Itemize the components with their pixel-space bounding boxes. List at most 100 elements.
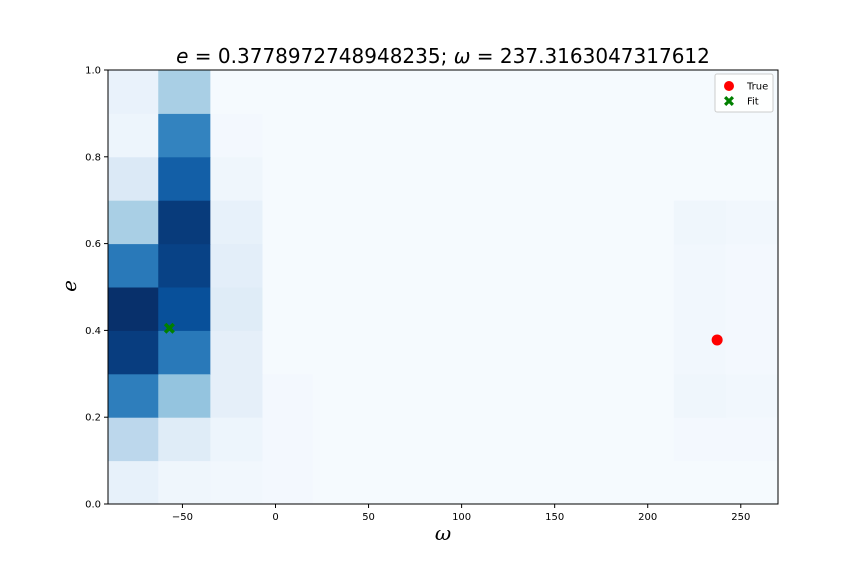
heatmap-cell — [673, 460, 727, 505]
heatmap-cell — [467, 200, 520, 245]
heatmap-cell — [158, 243, 211, 288]
heatmap-cells — [108, 70, 779, 505]
heatmap-cell — [262, 460, 314, 505]
heatmap-cell — [364, 70, 418, 114]
heatmap-cell — [364, 373, 418, 418]
y-axis-label: e — [57, 280, 81, 292]
heatmap-cell — [210, 330, 263, 375]
heatmap-cell — [262, 70, 314, 114]
heatmap-cell — [262, 113, 314, 158]
heatmap-cell — [467, 460, 520, 505]
heatmap-cell — [312, 373, 366, 418]
heatmap-cell — [158, 200, 211, 245]
heatmap-cell — [262, 156, 314, 201]
x-tick-label: 200 — [638, 512, 657, 523]
fit-point-marker — [163, 322, 175, 334]
x-tick-label: 0 — [272, 512, 278, 523]
x-axis-ticks: −50 0 50 100 150 200 250 — [172, 504, 750, 523]
heatmap-cell — [725, 460, 779, 505]
heatmap-cell — [621, 243, 675, 288]
heatmap-cell — [312, 70, 366, 114]
heatmap-cell — [158, 156, 211, 201]
heatmap-cell — [571, 243, 623, 288]
heatmap-cell — [108, 460, 159, 505]
heatmap-cell — [312, 330, 366, 375]
heatmap-cell — [312, 113, 366, 158]
heatmap-cell — [673, 243, 727, 288]
heatmap-cell — [673, 417, 727, 462]
heatmap-cell — [621, 460, 675, 505]
heatmap-cell — [108, 243, 159, 288]
heatmap-cell — [416, 330, 468, 375]
heatmap-cell — [108, 287, 159, 331]
heatmap-cell — [312, 287, 366, 331]
heatmap-cell — [519, 243, 572, 288]
heatmap-cell — [673, 200, 727, 245]
heatmap-cell — [262, 200, 314, 245]
heatmap-cell — [621, 156, 675, 201]
heatmap-cell — [673, 113, 727, 158]
heatmap-cell — [571, 417, 623, 462]
heatmap-cell — [312, 417, 366, 462]
x-tick-label: 50 — [362, 512, 375, 523]
heatmap-cell — [519, 287, 572, 331]
heatmap-cell — [210, 460, 263, 505]
heatmap-cell — [364, 113, 418, 158]
legend-true-marker — [724, 81, 734, 91]
heatmap-cell — [519, 156, 572, 201]
heatmap-cell — [262, 330, 314, 375]
heatmap-cell — [108, 70, 159, 114]
heatmap-cell — [210, 200, 263, 245]
heatmap-cell — [467, 330, 520, 375]
heatmap-cell — [416, 113, 468, 158]
chart-title: e = 0.3778972748948235; ω = 237.31630473… — [176, 44, 710, 68]
heatmap-cell — [467, 243, 520, 288]
x-tick-label: −50 — [172, 512, 193, 523]
heatmap-cell — [364, 417, 418, 462]
heatmap-cell — [108, 330, 159, 375]
heatmap-cell — [312, 156, 366, 201]
heatmap-cell — [262, 373, 314, 418]
heatmap-cell — [725, 243, 779, 288]
heatmap-cell — [571, 113, 623, 158]
title-omega-value: = 237.3163047317612 — [470, 44, 709, 68]
heatmap-cell — [725, 373, 779, 418]
heatmap-cell — [364, 156, 418, 201]
heatmap-cell — [519, 330, 572, 375]
legend-box — [714, 73, 774, 113]
x-tick-label: 150 — [545, 512, 564, 523]
heatmap-cell — [519, 113, 572, 158]
heatmap-cell — [108, 113, 159, 158]
heatmap-cell — [467, 373, 520, 418]
heatmap-cell — [364, 243, 418, 288]
y-tick-label: 1.0 — [85, 66, 101, 77]
heatmap-cell — [158, 113, 211, 158]
heatmap-cell — [108, 156, 159, 201]
y-tick-label: 0.6 — [85, 239, 101, 250]
title-e-symbol: e — [176, 44, 188, 68]
heatmap-cell — [519, 460, 572, 505]
heatmap-cell — [158, 417, 211, 462]
heatmap-cell — [312, 243, 366, 288]
heatmap-cell — [416, 373, 468, 418]
heatmap-cell — [519, 70, 572, 114]
heatmap-cell — [621, 200, 675, 245]
heatmap-cell — [158, 373, 211, 418]
x-tick-label: 250 — [731, 512, 750, 523]
heatmap-cell — [364, 330, 418, 375]
heatmap-cell — [262, 243, 314, 288]
heatmap-cell — [262, 287, 314, 331]
heatmap-cell — [416, 417, 468, 462]
heatmap-cell — [467, 156, 520, 201]
heatmap-cell — [210, 287, 263, 331]
heatmap-cell — [158, 70, 211, 114]
heatmap-cell — [571, 200, 623, 245]
heatmap-cell — [467, 113, 520, 158]
heatmap-cell — [210, 156, 263, 201]
heatmap-cell — [673, 287, 727, 331]
heatmap-cell — [467, 417, 520, 462]
legend-fit-label: Fit — [747, 97, 759, 108]
x-tick-label: 100 — [452, 512, 471, 523]
legend-true-label: True — [746, 82, 768, 93]
